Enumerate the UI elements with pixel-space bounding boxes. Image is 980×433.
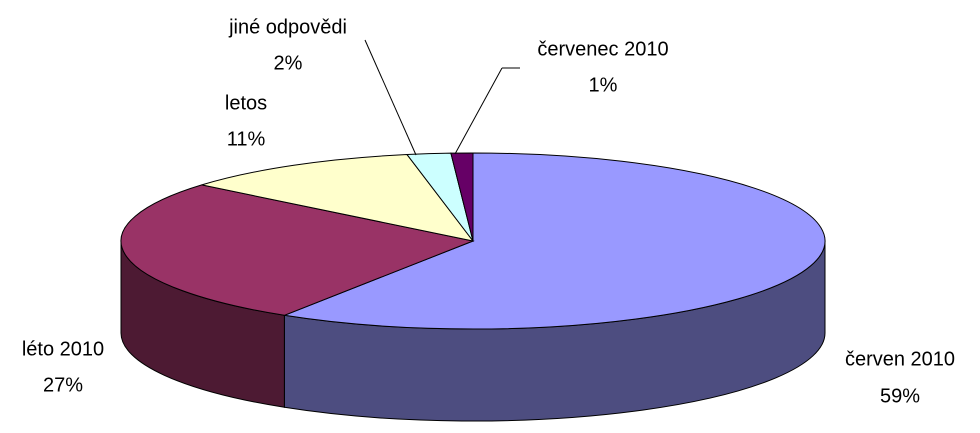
leader-line — [454, 67, 503, 155]
category-label: jiné odpovědi — [228, 16, 347, 38]
pie-tops — [120, 152, 826, 330]
value-label: 59% — [880, 385, 920, 407]
value-label: 27% — [43, 374, 83, 396]
pie-slice — [201, 154, 475, 242]
leader-line — [364, 39, 417, 156]
category-label: letos — [225, 92, 267, 114]
value-label: 11% — [227, 128, 266, 150]
value-label: 2% — [274, 52, 303, 74]
value-label: 1% — [589, 74, 618, 96]
labels: červen 2010 59% léto 2010 27% letos 11% jiné o… — [22, 16, 955, 407]
pie-slice — [282, 152, 826, 330]
category-label: červen 2010 — [845, 348, 955, 370]
category-label: červenec 2010 — [537, 38, 668, 60]
pie-slice — [450, 152, 474, 242]
category-label: léto 2010 — [22, 338, 104, 360]
pie-slice — [120, 184, 475, 316]
